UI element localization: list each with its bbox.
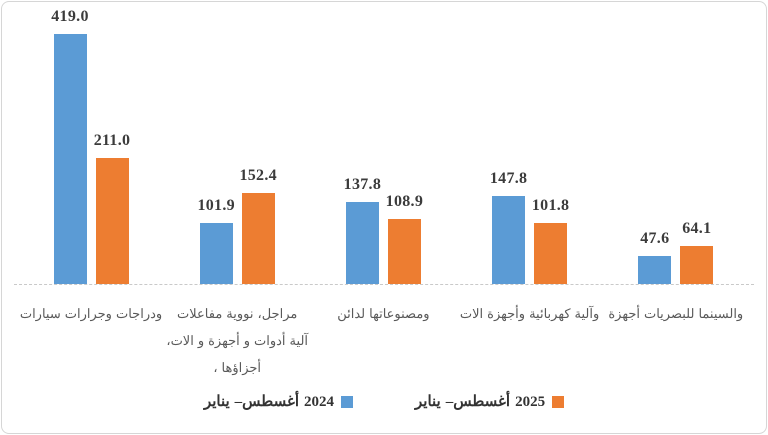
legend-label-word: يناير bbox=[415, 394, 441, 410]
category-label: الات وأجهزة كهربائية وآلية bbox=[442, 300, 618, 327]
category-label: أجهزة للبصريات والسينما bbox=[588, 300, 764, 327]
bar-series2-cat3 bbox=[387, 219, 421, 284]
category-label-line: ، أجزاؤها bbox=[149, 354, 325, 381]
legend-item-2024: يناير –أغسطس 2024 bbox=[204, 392, 353, 411]
category-label-line: أجهزة للبصريات والسينما bbox=[588, 300, 764, 327]
category-label: مفاعلات نووية ،مراجل ،الات و أجهزة و أدوات آلية ،… bbox=[149, 300, 325, 381]
bar-series1-cat3 bbox=[345, 202, 379, 284]
value-label: 64.1 bbox=[682, 220, 712, 237]
value-label: 101.9 bbox=[197, 197, 235, 214]
category-label-word: ، bbox=[213, 360, 218, 375]
legend-item-2025: يناير –أغسطس 2025 bbox=[415, 392, 565, 411]
category-label-word: أجزاؤها bbox=[221, 360, 262, 375]
legend-swatch-icon bbox=[341, 395, 353, 408]
category-label-line: الات وأجهزة كهربائية وآلية bbox=[442, 300, 618, 327]
category-label-word: ،مراجل bbox=[257, 306, 298, 321]
category-label-word: كهربائية bbox=[529, 306, 571, 321]
category-label-word: للبصريات bbox=[643, 306, 695, 321]
bar-series2-cat2 bbox=[241, 193, 275, 284]
bar-series1-cat5 bbox=[638, 256, 672, 284]
value-label: 137.8 bbox=[343, 176, 382, 193]
category-label-word: مفاعلات bbox=[177, 306, 223, 321]
bar-series1-cat1 bbox=[53, 34, 87, 284]
category-label-line: لدائن ومصنوعاتها bbox=[295, 300, 471, 327]
category-label-word: وجرارات bbox=[64, 306, 112, 321]
value-label: 147.8 bbox=[489, 170, 528, 187]
category-label-line: ،الات و أجهزة و أدوات آلية bbox=[149, 327, 325, 354]
category-label-word: سيارات bbox=[19, 306, 61, 321]
category-label: لدائن ومصنوعاتها bbox=[295, 300, 471, 327]
legend-label-word: –أغسطس bbox=[445, 394, 511, 410]
bar-series2-cat4 bbox=[534, 223, 568, 284]
bar-series1-cat2 bbox=[199, 223, 233, 284]
category-label-word: ومصنوعاتها bbox=[369, 306, 430, 321]
value-label: 419.0 bbox=[51, 8, 89, 25]
legend-label-word: –أغسطس bbox=[234, 394, 299, 410]
category-label-word: أجهزة bbox=[208, 333, 240, 348]
category-label-word: ودراجات bbox=[115, 306, 163, 321]
value-label: 211.0 bbox=[93, 132, 131, 149]
legend-label: يناير –أغسطس 2025 bbox=[415, 392, 545, 411]
category-label-word: وأجهزة bbox=[487, 306, 526, 321]
bar-series2-cat5 bbox=[680, 246, 714, 284]
value-label: 152.4 bbox=[239, 167, 277, 184]
category-label-word: لدائن bbox=[337, 306, 366, 321]
category-label: سيارات وجرارات ودراجات bbox=[3, 300, 179, 327]
category-label-word: و bbox=[197, 333, 205, 348]
category-label-word: و bbox=[243, 333, 251, 348]
bar-series2-cat1 bbox=[95, 158, 129, 284]
legend: يناير –أغسطس 2024 يناير –أغسطس 2025 bbox=[0, 392, 768, 411]
category-label-word: أدوات bbox=[254, 333, 286, 348]
bar-series1-cat4 bbox=[492, 196, 526, 284]
category-label-line: سيارات وجرارات ودراجات bbox=[3, 300, 179, 327]
value-label: 47.6 bbox=[640, 230, 670, 247]
category-label-word: الات bbox=[459, 306, 484, 321]
category-label-word: أجهزة bbox=[608, 306, 640, 321]
category-label-line: مفاعلات نووية ،مراجل bbox=[149, 300, 325, 327]
category-label-word: والسينما bbox=[698, 306, 744, 321]
legend-label: يناير –أغسطس 2024 bbox=[204, 392, 334, 411]
value-label: 101.8 bbox=[531, 197, 570, 214]
legend-label-word: 2024 bbox=[304, 394, 334, 410]
category-label-word: نووية bbox=[226, 306, 254, 321]
value-label: 108.9 bbox=[385, 193, 424, 210]
category-label-word: ،الات bbox=[166, 333, 194, 348]
x-axis-line bbox=[14, 284, 754, 285]
category-label-word: آلية bbox=[289, 333, 309, 348]
legend-label-word: 2025 bbox=[515, 394, 546, 410]
legend-swatch-icon bbox=[552, 395, 565, 408]
category-label-word: وآلية bbox=[574, 306, 600, 321]
legend-label-word: يناير bbox=[203, 394, 230, 410]
